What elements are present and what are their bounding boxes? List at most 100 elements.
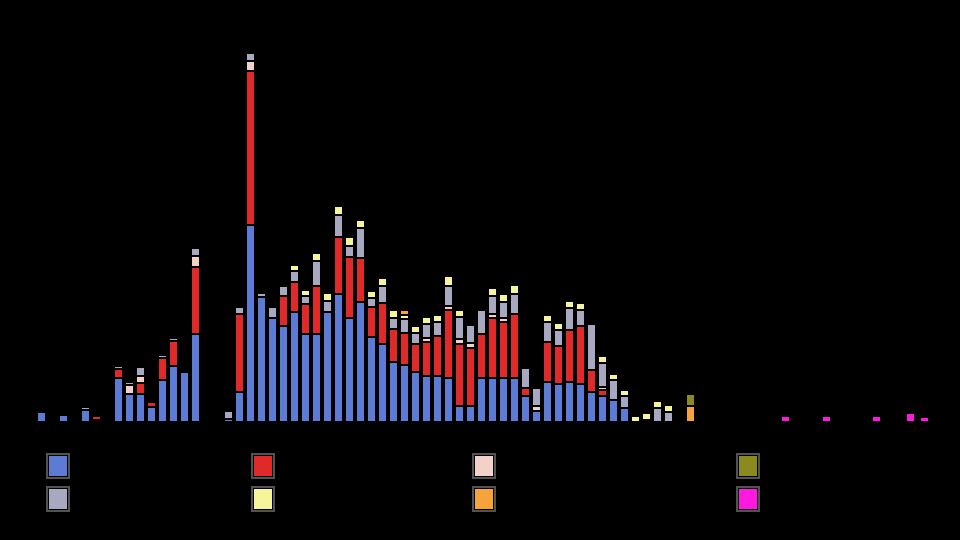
bar-segment-olive[interactable] [686,394,695,406]
bar-segment-lavender[interactable] [532,388,541,406]
bar[interactable] [543,315,552,422]
bar-segment-red[interactable] [389,329,398,362]
bar-segment-red[interactable] [400,333,409,365]
bar[interactable] [378,278,387,422]
bar-segment-yellow[interactable] [510,285,519,294]
bar-segment-blue[interactable] [389,362,398,422]
bar[interactable] [433,315,442,422]
bar-segment-yellow[interactable] [433,315,442,322]
bar[interactable] [620,390,629,422]
legend-entry[interactable] [251,486,281,512]
bar-segment-blue[interactable] [488,378,497,422]
bar-segment-red[interactable] [576,326,585,384]
bar-segment-yellow[interactable] [323,293,332,301]
bar-segment-yellow[interactable] [367,291,376,298]
bar-segment-orange[interactable] [686,406,695,422]
bar-segment-lavender[interactable] [576,310,585,326]
bar[interactable] [631,416,640,422]
bar-segment-blue[interactable] [565,382,574,422]
bar[interactable] [279,286,288,422]
bar-segment-blue[interactable] [532,411,541,422]
bar-segment-blue[interactable] [400,365,409,422]
bar[interactable] [576,303,585,422]
bar-segment-pink[interactable] [136,376,145,383]
bar[interactable] [642,413,651,422]
bar-segment-blue[interactable] [609,400,618,422]
bar-segment-magenta[interactable] [920,417,929,422]
bar[interactable] [290,265,299,422]
bar-segment-lavender[interactable] [136,367,145,376]
bar[interactable] [822,416,831,422]
bar-segment-blue[interactable] [114,378,123,422]
bar-segment-red[interactable] [367,307,376,337]
bar-segment-lavender[interactable] [444,286,453,306]
bar-segment-lavender[interactable] [488,296,497,314]
bar-segment-blue[interactable] [158,380,167,422]
bar-segment-red[interactable] [147,402,156,407]
legend-entry[interactable] [251,453,281,479]
bar[interactable] [345,237,354,422]
bar-segment-blue[interactable] [620,408,629,422]
bar[interactable] [400,310,409,422]
bar-segment-yellow[interactable] [312,253,321,261]
bar-segment-red[interactable] [466,348,475,406]
bar[interactable] [609,374,618,422]
bar-segment-red[interactable] [114,369,123,378]
bar[interactable] [477,310,486,422]
bar-segment-lavender[interactable] [257,293,266,297]
bar-segment-blue[interactable] [224,419,233,422]
bar-segment-blue[interactable] [433,376,442,422]
bar[interactable] [488,288,497,422]
bar-segment-blue[interactable] [191,334,200,422]
bar-segment-pink[interactable] [455,339,464,344]
bar-segment-lavender[interactable] [301,296,310,304]
bar-segment-red[interactable] [499,322,508,378]
bar-segment-blue[interactable] [576,384,585,422]
bar[interactable] [268,307,277,422]
legend-swatch-red[interactable] [251,453,275,479]
bar-segment-red[interactable] [312,286,321,334]
bar-segment-blue[interactable] [81,410,90,422]
bar-segment-red[interactable] [554,346,563,384]
bar-segment-lavender[interactable] [191,248,200,256]
bar-segment-blue[interactable] [268,318,277,422]
bar[interactable] [125,382,134,422]
bar-segment-lavender[interactable] [543,322,552,342]
bar-segment-lavender[interactable] [279,286,288,296]
bar[interactable] [180,370,189,422]
bar-segment-yellow[interactable] [631,416,640,422]
bar-segment-red[interactable] [378,303,387,344]
bar-segment-red[interactable] [510,314,519,378]
bar[interactable] [455,310,464,422]
bar-segment-magenta[interactable] [822,416,831,422]
bar-segment-red[interactable] [290,282,299,312]
legend-entry[interactable] [472,453,502,479]
legend-entry[interactable] [736,453,766,479]
bar-segment-yellow[interactable] [455,310,464,317]
bar-segment-lavender[interactable] [565,308,574,330]
bar-segment-yellow[interactable] [389,310,398,318]
bar-segment-red[interactable] [191,267,200,334]
bar-segment-yellow[interactable] [345,237,354,246]
bar-segment-lavender[interactable] [235,307,244,314]
bar-segment-pink[interactable] [532,406,541,411]
bar-segment-lavender[interactable] [268,307,277,318]
bar-segment-blue[interactable] [257,297,266,422]
bar-segment-red[interactable] [235,314,244,392]
bar-segment-lavender[interactable] [81,407,90,410]
bar-segment-red[interactable] [598,390,607,396]
bar[interactable] [411,326,420,422]
bar-segment-yellow[interactable] [598,356,607,363]
bar-segment-yellow[interactable] [543,315,552,322]
bar-segment-lavender[interactable] [587,324,596,370]
bar[interactable] [532,388,541,422]
bar-segment-blue[interactable] [246,225,255,422]
bar[interactable] [781,416,790,422]
bar-segment-yellow[interactable] [356,220,365,228]
bar[interactable] [422,317,431,422]
legend-entry[interactable] [46,486,76,512]
bar-segment-yellow[interactable] [301,290,310,296]
bar[interactable] [59,413,68,422]
bar-segment-blue[interactable] [499,378,508,422]
bar-segment-blue[interactable] [378,344,387,422]
